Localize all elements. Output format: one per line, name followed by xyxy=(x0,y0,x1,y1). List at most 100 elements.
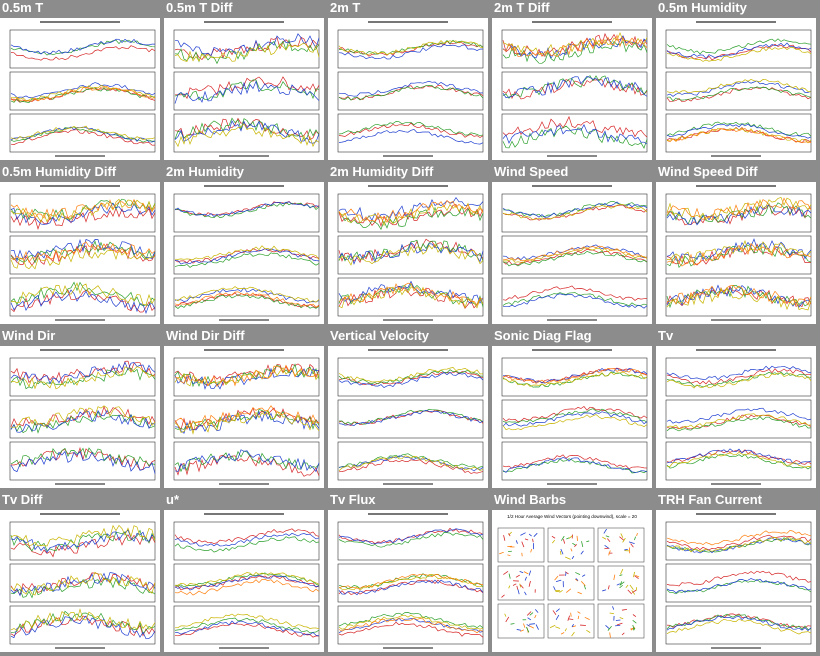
wind-vector xyxy=(566,537,570,540)
series-line xyxy=(338,243,484,266)
tile-title[interactable]: u* xyxy=(166,492,179,507)
plot-thumbnail-2m-humidity-diff[interactable] xyxy=(328,182,488,324)
plot-thumbnail-trh-fan-current[interactable] xyxy=(656,510,816,652)
subplot-frame xyxy=(173,441,320,481)
plot-thumbnail-2m-humidity[interactable] xyxy=(164,182,324,324)
plot-thumbnail-2m-t-diff[interactable] xyxy=(492,18,652,160)
plot-thumbnail-tv-flux[interactable] xyxy=(328,510,488,652)
series-line xyxy=(10,529,156,552)
plot-thumbnail-05m-humidity-diff[interactable] xyxy=(0,182,160,324)
series-line xyxy=(502,250,648,267)
tile-title[interactable]: 0.5m T xyxy=(2,0,44,15)
plot-thumbnail-2m-t[interactable] xyxy=(328,18,488,160)
plot-thumbnail-05m-humidity[interactable] xyxy=(656,18,816,160)
plot-thumbnail-vertical-velocity[interactable] xyxy=(328,346,488,488)
tile-title[interactable]: Tv Diff xyxy=(2,492,43,507)
wind-vector xyxy=(523,623,526,628)
tile-tv: Tv xyxy=(656,328,816,488)
plot-thumbnail-wind-dir[interactable] xyxy=(0,346,160,488)
plot-thumbnail-wind-dir-diff[interactable] xyxy=(164,346,324,488)
series-line xyxy=(174,33,320,57)
series-line xyxy=(338,532,484,548)
wind-vector xyxy=(581,541,584,548)
series-line xyxy=(502,458,648,474)
subplot-frame xyxy=(337,357,484,397)
series-line xyxy=(666,453,812,470)
subplot-frame xyxy=(9,277,156,317)
tile-title[interactable]: 2m T Diff xyxy=(494,0,550,15)
series-line xyxy=(174,449,320,473)
plot-title-line xyxy=(204,513,284,515)
tile-wind-dir-diff: Wind Dir Diff xyxy=(164,328,324,488)
tile-title[interactable]: Wind Barbs xyxy=(494,492,567,507)
series-line xyxy=(502,34,648,58)
wind-vector xyxy=(560,535,565,541)
wind-vector xyxy=(580,550,584,555)
plot-thumbnail-sonic-diag-flag[interactable] xyxy=(492,346,652,488)
wind-vector xyxy=(602,589,607,592)
wind-vector xyxy=(571,631,575,637)
tile-title[interactable]: 0.5m Humidity xyxy=(658,0,747,15)
series-line xyxy=(10,524,156,547)
tile-05m-t: 0.5m T xyxy=(0,0,160,160)
wind-vector xyxy=(555,579,562,582)
series-line xyxy=(666,46,812,62)
wind-vector xyxy=(524,538,529,541)
series-line xyxy=(338,43,484,60)
plot-title-line xyxy=(368,185,448,187)
tile-title[interactable]: Vertical Velocity xyxy=(330,328,430,343)
tile-tv-flux: Tv Flux xyxy=(328,492,488,652)
tile-2m-humidity-diff: 2m Humidity Diff xyxy=(328,164,488,324)
tile-title[interactable]: 0.5m Humidity Diff xyxy=(2,164,117,179)
series-line xyxy=(338,80,484,97)
plot-title-line xyxy=(532,185,612,187)
series-line xyxy=(502,411,648,427)
tile-05m-humidity-diff: 0.5m Humidity Diff xyxy=(0,164,160,324)
tile-title[interactable]: Wind Dir xyxy=(2,328,56,343)
wind-vector xyxy=(584,616,590,621)
subplot-frame xyxy=(501,113,648,153)
plot-thumbnail-tv-diff[interactable] xyxy=(0,510,160,652)
series-line xyxy=(666,38,812,55)
series-line xyxy=(10,571,156,596)
tile-title[interactable]: Tv Flux xyxy=(330,492,376,507)
wind-vector xyxy=(619,536,625,541)
series-line xyxy=(10,125,156,140)
plot-thumbnail-05m-t[interactable] xyxy=(0,18,160,160)
wind-vector xyxy=(508,533,511,537)
series-line xyxy=(666,578,812,594)
tile-title[interactable]: TRH Fan Current xyxy=(658,492,762,507)
tile-title[interactable]: 2m Humidity Diff xyxy=(330,164,434,179)
plot-thumbnail-wind-speed-diff[interactable] xyxy=(656,182,816,324)
plot-thumbnail-tv[interactable] xyxy=(656,346,816,488)
tile-title[interactable]: 2m Humidity xyxy=(166,164,245,179)
subplot-frame xyxy=(173,521,320,561)
plot-thumbnail-wind-barbs[interactable]: 1/2 Hour Average Wind Vectors (pointing … xyxy=(492,510,652,652)
tile-title[interactable]: 0.5m T Diff xyxy=(166,0,233,15)
tile-title[interactable]: Sonic Diag Flag xyxy=(494,328,592,343)
series-line xyxy=(666,205,812,226)
tile-title[interactable]: 2m T xyxy=(330,0,361,15)
series-line xyxy=(10,240,156,264)
plot-thumbnail-wind-speed[interactable] xyxy=(492,182,652,324)
series-line xyxy=(338,40,484,57)
subplot-frame xyxy=(337,441,484,481)
tile-title[interactable]: Wind Speed xyxy=(494,164,569,179)
tile-2m-humidity: 2m Humidity xyxy=(164,164,324,324)
plot-thumbnail-05m-t-diff[interactable] xyxy=(164,18,324,160)
tile-title[interactable]: Wind Dir Diff xyxy=(166,328,245,343)
plot-thumbnail-u-star[interactable] xyxy=(164,510,324,652)
wind-vector xyxy=(516,629,521,631)
wind-vector xyxy=(619,617,624,620)
series-line xyxy=(339,408,484,425)
series-line xyxy=(10,198,156,223)
series-line xyxy=(666,238,812,261)
wind-vector xyxy=(605,535,610,538)
series-line xyxy=(666,372,812,389)
tile-title[interactable]: Wind Speed Diff xyxy=(658,164,758,179)
subplot-frame xyxy=(173,277,320,317)
subplot-frame xyxy=(9,605,156,645)
tile-title[interactable]: Tv xyxy=(658,328,674,343)
plot-title-line xyxy=(204,349,284,351)
series-line xyxy=(338,371,484,389)
